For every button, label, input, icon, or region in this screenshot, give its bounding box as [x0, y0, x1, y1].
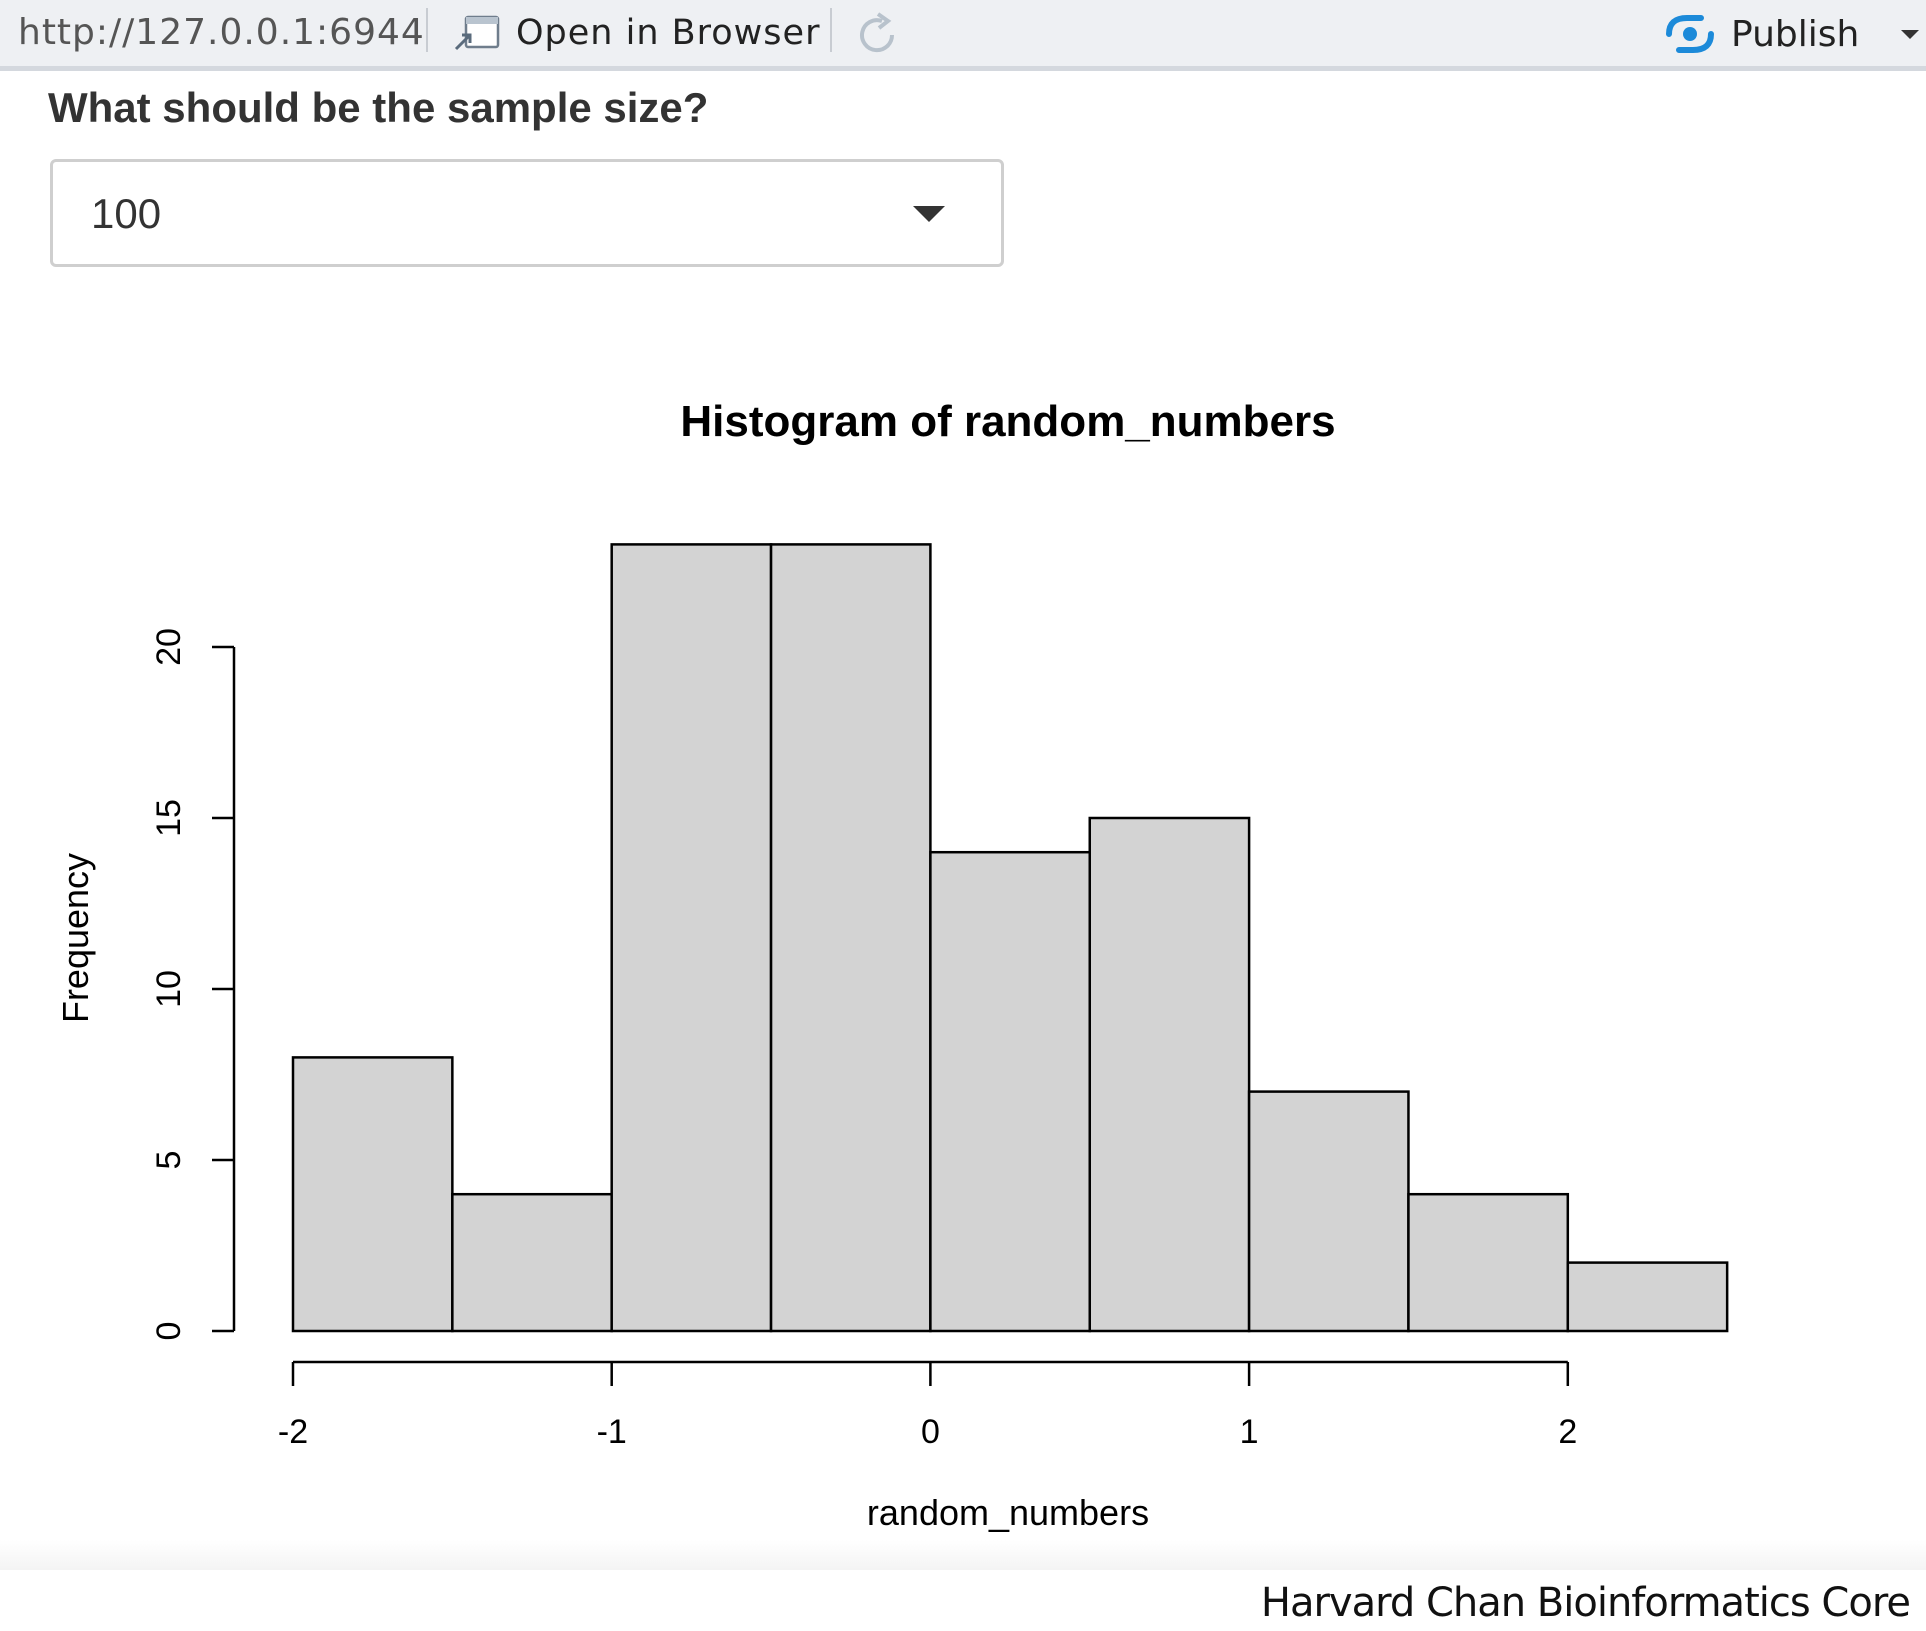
publish-label: Publish — [1731, 13, 1860, 55]
y-tick-label: 5 — [150, 1151, 188, 1170]
x-tick-label: 1 — [1240, 1413, 1259, 1451]
histogram-bar — [451, 1192, 613, 1333]
toolbar-separator — [830, 8, 832, 52]
x-tick-label: -1 — [597, 1413, 627, 1451]
x-axis-label: random_numbers — [867, 1492, 1149, 1533]
dropdown-arrow-icon — [913, 206, 945, 222]
publish-button[interactable]: Publish — [1663, 8, 1921, 60]
y-tick-label: 15 — [150, 799, 188, 837]
open-in-browser-icon — [454, 15, 500, 51]
sample-size-label: What should be the sample size? — [48, 84, 709, 131]
viewer-toolbar: http://127.0.0.1:6944 Open in Browser Pu… — [0, 0, 1926, 71]
url-label: http://127.0.0.1:6944 — [18, 12, 425, 53]
open-in-browser-label: Open in Browser — [516, 13, 821, 53]
y-tick-label: 10 — [150, 970, 188, 1008]
histogram-bar — [1407, 1192, 1570, 1333]
x-axis: -2 -1 0 1 2 — [278, 1360, 1577, 1451]
footer-band — [0, 1540, 1926, 1570]
publish-icon — [1666, 15, 1714, 53]
y-axis-label: Frequency — [55, 853, 96, 1023]
y-tick-label: 20 — [150, 628, 188, 666]
x-tick-label: 0 — [921, 1413, 940, 1451]
y-tick-label: 0 — [150, 1322, 188, 1341]
sample-size-select[interactable]: 100 — [50, 159, 1004, 267]
histogram-bar — [1566, 1261, 1729, 1333]
histogram-bar — [1088, 816, 1251, 1333]
histogram-bar — [1247, 1090, 1410, 1333]
chart-title: Histogram of random_numbers — [680, 397, 1335, 446]
histogram-bar — [929, 850, 1092, 1333]
toolbar-separator — [426, 8, 428, 52]
refresh-button[interactable] — [852, 10, 902, 60]
y-axis: 0 5 10 15 20 — [150, 628, 236, 1341]
histogram-bar — [769, 543, 932, 1333]
chevron-down-icon[interactable] — [1899, 27, 1921, 41]
histogram-bars — [291, 543, 1729, 1333]
histogram-bar — [291, 1056, 454, 1333]
x-tick-label: -2 — [278, 1413, 308, 1451]
open-in-browser-button[interactable]: Open in Browser — [452, 8, 820, 58]
histogram-bar — [610, 543, 773, 1333]
refresh-icon — [860, 12, 895, 53]
sample-size-value: 100 — [91, 190, 162, 237]
x-tick-label: 2 — [1558, 1413, 1577, 1451]
credit-text: Harvard Chan Bioinformatics Core — [1260, 1580, 1911, 1626]
